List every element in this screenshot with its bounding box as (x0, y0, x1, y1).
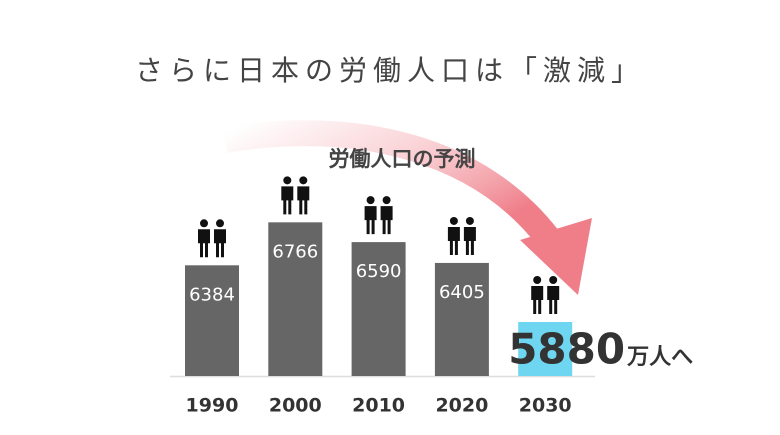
icon-head (465, 216, 474, 225)
icon-body (364, 206, 377, 235)
trend-arrow-head (520, 218, 592, 295)
icon-head (216, 219, 224, 228)
bar (434, 262, 489, 376)
value-unit: 万人へ (626, 345, 693, 370)
icon-body (447, 226, 460, 255)
bar (268, 222, 323, 376)
value-label: 6405 (439, 282, 485, 303)
icon-body (214, 229, 226, 258)
icon-head (533, 276, 542, 284)
trend-arrow (222, 120, 559, 247)
people-icon (364, 196, 393, 235)
icon-body (380, 206, 393, 235)
bar (518, 322, 573, 376)
value-label: 6384 (189, 284, 235, 305)
icon-head (200, 219, 208, 228)
value-label: 6590 (356, 261, 402, 282)
icon-head (366, 196, 375, 205)
x-tick-label: 2020 (435, 395, 488, 417)
icon-head (449, 216, 458, 225)
icon-body (463, 226, 476, 255)
icon-body (547, 286, 560, 314)
icon-body (297, 186, 310, 215)
icon-head (382, 196, 391, 205)
chart-title: さらに日本の労働人口は「激減」 (135, 54, 645, 87)
icon-body (531, 286, 544, 314)
bar (351, 242, 406, 376)
x-tick-label: 1990 (186, 395, 239, 417)
people-icon (198, 219, 226, 258)
people-icon (447, 216, 476, 255)
icon-body (281, 186, 294, 215)
bar (185, 265, 239, 376)
icon-head (549, 276, 558, 284)
value-label: 5880 (508, 325, 625, 374)
people-icon (531, 276, 560, 314)
people-icon (281, 176, 310, 215)
icon-head (283, 176, 292, 185)
icon-body (198, 229, 210, 258)
x-tick-label: 2030 (519, 395, 572, 417)
x-tick-label: 2000 (269, 395, 322, 417)
value-label: 6766 (272, 241, 318, 262)
x-tick-label: 2010 (352, 395, 405, 417)
icon-head (299, 176, 308, 185)
chart-subtitle: 労働人口の予測 (329, 147, 476, 171)
